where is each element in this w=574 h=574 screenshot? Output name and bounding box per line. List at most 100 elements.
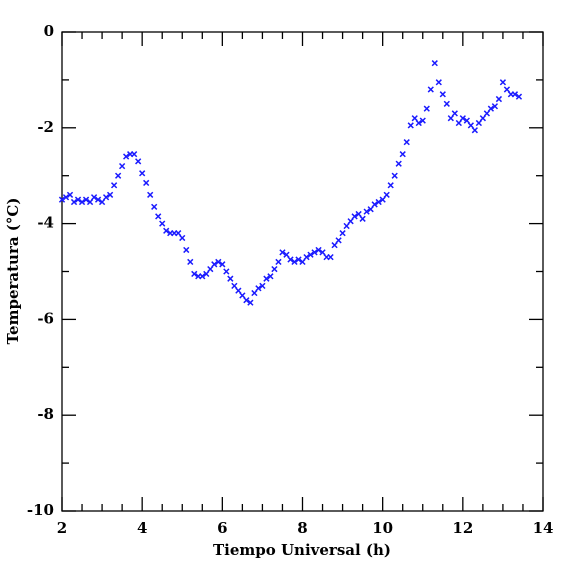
- data-point: [307, 251, 314, 258]
- data-point: [495, 95, 503, 103]
- data-point: [102, 194, 110, 201]
- data-point: [155, 213, 162, 220]
- data-point: [399, 151, 406, 158]
- data-point: [499, 79, 507, 86]
- data-point: [339, 230, 346, 237]
- data-point: [259, 282, 266, 290]
- data-point: [383, 191, 390, 198]
- data-point: [227, 275, 234, 282]
- data-point: [335, 237, 342, 244]
- data-point: [106, 191, 114, 198]
- y-tick-label: -6: [37, 309, 54, 327]
- data-point: [175, 230, 182, 237]
- data-point: [110, 182, 118, 189]
- data-point: [391, 172, 398, 179]
- x-tick-label: 14: [533, 519, 554, 537]
- data-point: [118, 162, 126, 170]
- data-point: [423, 105, 430, 112]
- data-point: [247, 299, 254, 306]
- data-point: [343, 222, 350, 230]
- data-point: [479, 115, 487, 122]
- data-point: [511, 91, 519, 98]
- data-point: [223, 268, 230, 275]
- data-point: [319, 249, 326, 256]
- data-point: [419, 117, 426, 124]
- data-point: [427, 86, 434, 93]
- data-point: [411, 115, 418, 122]
- x-tick-label: 2: [57, 519, 67, 537]
- data-point: [351, 213, 358, 220]
- data-point: [66, 191, 74, 198]
- data-point: [143, 179, 150, 187]
- data-point: [235, 287, 242, 294]
- data-point: [207, 265, 214, 273]
- data-point: [503, 86, 511, 93]
- data-point: [251, 289, 258, 297]
- data-point: [90, 194, 98, 201]
- data-point: [467, 122, 474, 129]
- y-tick-label: -10: [27, 501, 54, 519]
- data-point: [70, 198, 78, 206]
- data-point: [291, 258, 298, 266]
- data-point: [447, 115, 454, 122]
- data-point: [455, 119, 462, 127]
- data-point: [82, 196, 90, 203]
- x-tick-label: 4: [137, 519, 147, 537]
- x-tick-label: 12: [452, 519, 473, 537]
- data-point: [283, 251, 290, 258]
- data-point: [407, 122, 414, 129]
- x-tick-label: 6: [217, 519, 227, 537]
- data-point: [475, 119, 482, 127]
- data-point: [311, 249, 318, 256]
- data-point: [239, 292, 246, 299]
- x-axis-label: Tiempo Universal (h): [213, 541, 391, 559]
- data-point: [114, 172, 122, 179]
- data-point: [483, 110, 491, 117]
- data-point: [443, 100, 450, 107]
- data-point: [187, 258, 194, 266]
- y-axis-label: Temperatura (°C): [4, 198, 22, 345]
- data-point: [439, 91, 446, 98]
- data-point: [295, 256, 302, 263]
- data-point: [179, 234, 186, 242]
- data-point: [367, 206, 374, 213]
- data-point: [62, 194, 70, 201]
- data-point: [331, 242, 338, 249]
- data-point: [183, 246, 190, 254]
- data-point: [491, 103, 499, 110]
- data-point: [371, 201, 378, 208]
- data-point: [135, 158, 142, 165]
- data-point: [255, 285, 262, 292]
- data-point: [267, 273, 274, 280]
- x-tick-label: 8: [297, 519, 307, 537]
- data-point: [363, 208, 370, 215]
- data-point: [395, 160, 402, 167]
- data-point: [379, 196, 386, 203]
- data-point: [327, 253, 334, 261]
- data-point: [415, 119, 422, 127]
- y-tick-label: -8: [37, 405, 54, 423]
- data-point: [435, 79, 442, 86]
- data-point: [463, 117, 470, 124]
- data-point: [279, 249, 286, 256]
- data-point: [78, 198, 86, 206]
- data-point: [299, 258, 306, 266]
- data-point: [123, 153, 130, 160]
- data-point: [163, 227, 170, 234]
- data-point: [303, 253, 310, 261]
- x-tick-label: 10: [372, 519, 393, 537]
- data-point: [159, 220, 166, 227]
- data-point: [471, 127, 478, 134]
- data-point: [98, 198, 106, 206]
- data-point: [131, 151, 138, 158]
- y-tick-label: -2: [37, 118, 54, 136]
- y-tick-label: 0: [44, 22, 54, 40]
- data-point: [74, 196, 82, 203]
- data-point: [287, 256, 294, 263]
- data-point: [431, 60, 438, 67]
- data-point: [215, 258, 222, 266]
- data-point: [387, 182, 394, 189]
- data-point: [139, 170, 146, 177]
- data-point: [459, 115, 466, 122]
